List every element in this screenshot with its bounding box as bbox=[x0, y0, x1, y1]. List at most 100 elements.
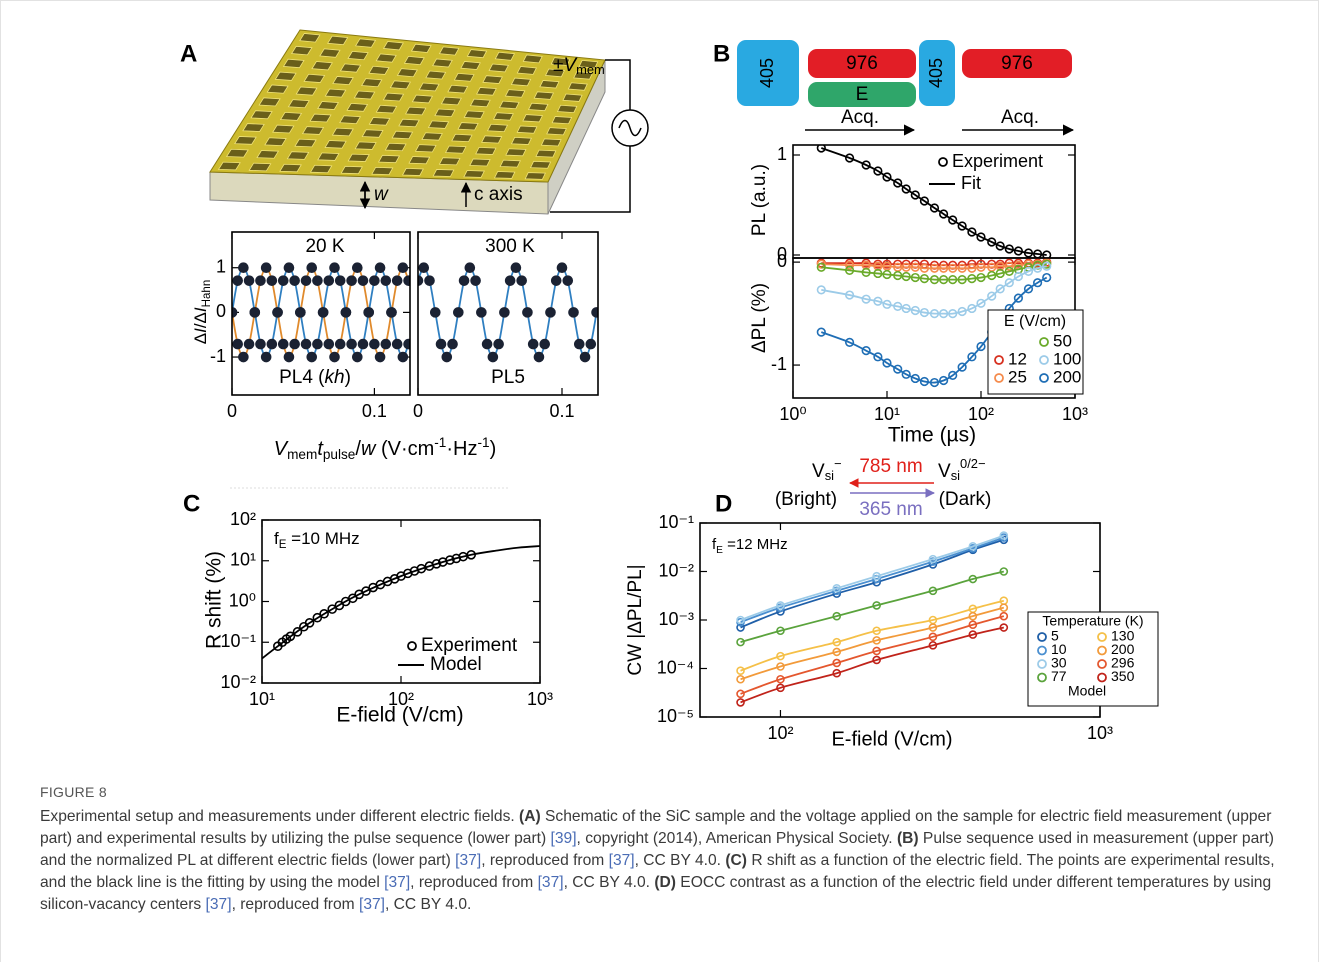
data-point bbox=[277, 338, 289, 350]
x-axis-label: E-field (V/cm) bbox=[336, 704, 463, 727]
data-point bbox=[882, 269, 892, 280]
electrode-hole bbox=[421, 132, 443, 141]
electrode-hole bbox=[347, 50, 369, 61]
electrode-hole bbox=[217, 161, 241, 171]
electrode-hole bbox=[522, 114, 544, 123]
electrode-hole bbox=[457, 122, 479, 131]
caption-link[interactable]: [37] bbox=[205, 896, 232, 913]
data-point bbox=[957, 263, 967, 273]
label-part: V bbox=[563, 55, 578, 76]
data-point bbox=[374, 351, 386, 363]
caption-plain: Pulse sequence used in measurement (uppe… bbox=[40, 830, 1274, 869]
data-point bbox=[329, 262, 340, 274]
electrode-hole bbox=[481, 135, 503, 144]
data-point bbox=[928, 632, 938, 642]
data-point bbox=[816, 327, 826, 337]
data-point bbox=[238, 262, 249, 274]
axis-label: c axis bbox=[474, 184, 523, 205]
data-point bbox=[1032, 278, 1043, 288]
annotation: fE =10 MHz bbox=[274, 529, 360, 551]
data-point bbox=[249, 307, 261, 318]
legend-marker bbox=[1097, 672, 1107, 683]
data-point bbox=[357, 338, 369, 350]
caption-plain: , reproduced from bbox=[231, 896, 359, 913]
data-point bbox=[397, 351, 409, 363]
electrode-hole bbox=[522, 54, 543, 64]
data-point bbox=[397, 262, 409, 274]
data-point bbox=[424, 275, 435, 286]
caption-link[interactable]: [37] bbox=[608, 852, 635, 869]
label-part: V bbox=[812, 461, 825, 482]
y-tick-label: -1 bbox=[210, 346, 226, 366]
legend-marker bbox=[1097, 659, 1107, 669]
data-point bbox=[300, 275, 312, 286]
legend-marker bbox=[994, 373, 1004, 383]
electrode-hole bbox=[408, 156, 431, 165]
legend-label: 12 bbox=[1008, 349, 1027, 368]
data-point bbox=[948, 275, 958, 285]
data-point bbox=[300, 338, 312, 350]
electrode-hole bbox=[384, 142, 407, 152]
electrode-hole bbox=[317, 152, 340, 161]
data-point bbox=[901, 369, 911, 379]
label-part: /Δ bbox=[191, 312, 210, 328]
data-point bbox=[929, 203, 940, 213]
data-point bbox=[882, 172, 892, 182]
data-point bbox=[987, 270, 997, 281]
y-axis-label: PL (a.u.) bbox=[749, 164, 770, 236]
electrode-hole bbox=[250, 110, 273, 120]
caption-plain: , reproduced from bbox=[410, 874, 538, 891]
y-tick-label: -1 bbox=[771, 354, 787, 374]
caption-link[interactable]: [39] bbox=[550, 830, 577, 847]
electrode-hole bbox=[309, 164, 333, 174]
caption-link[interactable]: [37] bbox=[384, 874, 411, 891]
y-tick-label: 0 bbox=[216, 301, 226, 321]
data-point bbox=[487, 351, 499, 363]
data-point bbox=[872, 626, 881, 636]
data-point bbox=[832, 611, 842, 621]
caption-link[interactable]: [37] bbox=[455, 852, 482, 869]
data-point bbox=[283, 351, 295, 363]
data-point bbox=[976, 272, 986, 283]
electrode-hole bbox=[279, 163, 302, 173]
voltage-label: ±Vmem bbox=[553, 55, 605, 77]
data-point bbox=[458, 275, 470, 286]
electrode-hole bbox=[492, 112, 514, 121]
y-tick-label: 10⁻⁴ bbox=[657, 657, 694, 677]
electrode-hole bbox=[361, 78, 383, 88]
data-point bbox=[844, 265, 855, 275]
data-point bbox=[266, 338, 278, 350]
label-part: Hahn bbox=[201, 280, 213, 308]
data-point bbox=[882, 358, 892, 368]
data-point bbox=[957, 221, 967, 231]
data-point bbox=[1013, 293, 1024, 303]
caption-link[interactable]: [37] bbox=[537, 874, 564, 891]
data-point bbox=[901, 184, 911, 194]
data-point bbox=[948, 215, 958, 225]
label-part: 0/2− bbox=[960, 456, 985, 471]
data-point bbox=[306, 351, 318, 363]
data-point bbox=[374, 262, 386, 274]
plot-frame bbox=[417, 231, 599, 396]
data-point bbox=[957, 306, 967, 317]
data-point bbox=[334, 338, 346, 350]
fit-line bbox=[820, 276, 1048, 384]
label-part: w bbox=[374, 184, 389, 205]
state-label: (Bright) bbox=[775, 489, 837, 510]
data-point bbox=[418, 275, 424, 286]
electrode-hole bbox=[339, 115, 362, 125]
electrode-hole bbox=[533, 91, 555, 100]
data-point bbox=[929, 275, 940, 285]
data-point bbox=[919, 263, 930, 273]
caption-plain: , reproduced from bbox=[481, 852, 609, 869]
caption-link[interactable]: [37] bbox=[358, 896, 385, 913]
label-part: pulse bbox=[323, 447, 356, 462]
data-point bbox=[403, 275, 410, 286]
electrode-hole bbox=[551, 116, 573, 125]
x-tick-label: 10³ bbox=[527, 689, 553, 709]
electrode-hole bbox=[389, 80, 412, 90]
data-point bbox=[987, 291, 997, 301]
data-point bbox=[736, 674, 745, 684]
data-point bbox=[967, 263, 977, 273]
